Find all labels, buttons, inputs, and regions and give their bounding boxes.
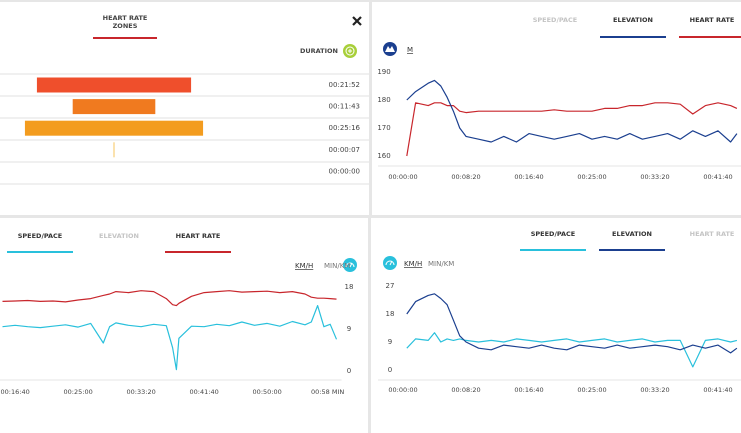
series-line	[406, 79, 738, 143]
series-line	[406, 102, 738, 157]
x-tick-label: 00:25:00	[64, 388, 93, 396]
x-tick-label: 00:33:20	[127, 388, 156, 396]
elevation-icon	[383, 42, 397, 56]
tab-label[interactable]: ZONES	[113, 22, 138, 30]
unit-option[interactable]: KM/H	[295, 262, 313, 270]
y-tick-label: 27	[386, 282, 395, 290]
x-tick-label: 00:08:20	[451, 386, 480, 394]
speed-icon	[383, 256, 397, 270]
y-tick-label: 18	[386, 310, 395, 318]
tab-label[interactable]: ELEVATION	[613, 16, 653, 24]
y-tick-label: 190	[377, 68, 390, 76]
x-tick-label: 00:41:40	[190, 388, 219, 396]
y-tick-label: 0	[388, 366, 392, 374]
series-line	[406, 293, 738, 354]
x-tick-label: 00:00:00	[388, 386, 417, 394]
x-tick-label: 00:25:00	[577, 173, 606, 181]
x-tick-label: 00:16:40	[1, 388, 30, 396]
zone-duration: 00:25:16	[329, 124, 361, 132]
y-tick-label: 160	[377, 152, 390, 160]
duration-label: DURATION	[300, 47, 338, 55]
zone-duration: 00:00:07	[329, 146, 360, 154]
tab-label[interactable]: HEART RATE	[690, 16, 735, 24]
chart-panel	[371, 218, 741, 433]
x-tick-label: 00:50:00	[253, 388, 282, 396]
y-tick-label: 180	[377, 96, 390, 104]
y-tick-label: 9	[388, 338, 392, 346]
zone-duration: 00:11:43	[329, 103, 360, 111]
tab-label[interactable]: HEART RATE	[176, 232, 221, 240]
x-tick-label: 00:58 MIN	[311, 388, 344, 396]
tab-label[interactable]: HEART RATE	[690, 230, 735, 238]
tab-label[interactable]: ELEVATION	[99, 232, 139, 240]
series-line	[2, 305, 338, 371]
x-tick-label: 00:00:00	[388, 173, 417, 181]
tab-label[interactable]: SPEED/PACE	[531, 230, 576, 238]
zone-bar	[36, 77, 192, 93]
x-tick-label: 00:33:20	[640, 386, 669, 394]
unit-option[interactable]: MIN/KM	[324, 262, 350, 270]
zone-bar	[72, 99, 156, 115]
close-icon[interactable]	[352, 16, 362, 26]
x-tick-label: 00:08:20	[451, 173, 480, 181]
unit-option[interactable]: MIN/KM	[428, 260, 454, 268]
x-tick-label: 00:16:40	[514, 386, 543, 394]
unit-option[interactable]: KM/H	[404, 260, 422, 268]
x-tick-label: 00:25:00	[577, 386, 606, 394]
y-tick-label: 9	[347, 325, 351, 333]
series-line	[406, 332, 738, 368]
zone-duration: 00:21:52	[329, 81, 360, 89]
tab-label[interactable]: HEART RATE	[103, 14, 148, 22]
tab-label[interactable]: SPEED/PACE	[533, 16, 578, 24]
unit-option: M	[407, 46, 413, 54]
series-line	[2, 290, 337, 307]
duration-icon[interactable]	[343, 44, 357, 58]
tab-label[interactable]: SPEED/PACE	[18, 232, 63, 240]
tab-label[interactable]: ELEVATION	[612, 230, 652, 238]
y-tick-label: 18	[345, 283, 354, 291]
zone-bar	[24, 120, 204, 136]
zone-duration: 00:00:00	[329, 167, 360, 175]
y-tick-label: 0	[347, 367, 351, 375]
zone-bar	[113, 142, 115, 158]
x-tick-label: 00:33:20	[640, 173, 669, 181]
x-tick-label: 00:41:40	[703, 173, 732, 181]
x-tick-label: 00:41:40	[703, 386, 732, 394]
zones-panel	[0, 2, 369, 215]
y-tick-label: 170	[377, 124, 390, 132]
x-tick-label: 00:16:40	[514, 173, 543, 181]
speed-icon	[343, 258, 357, 272]
